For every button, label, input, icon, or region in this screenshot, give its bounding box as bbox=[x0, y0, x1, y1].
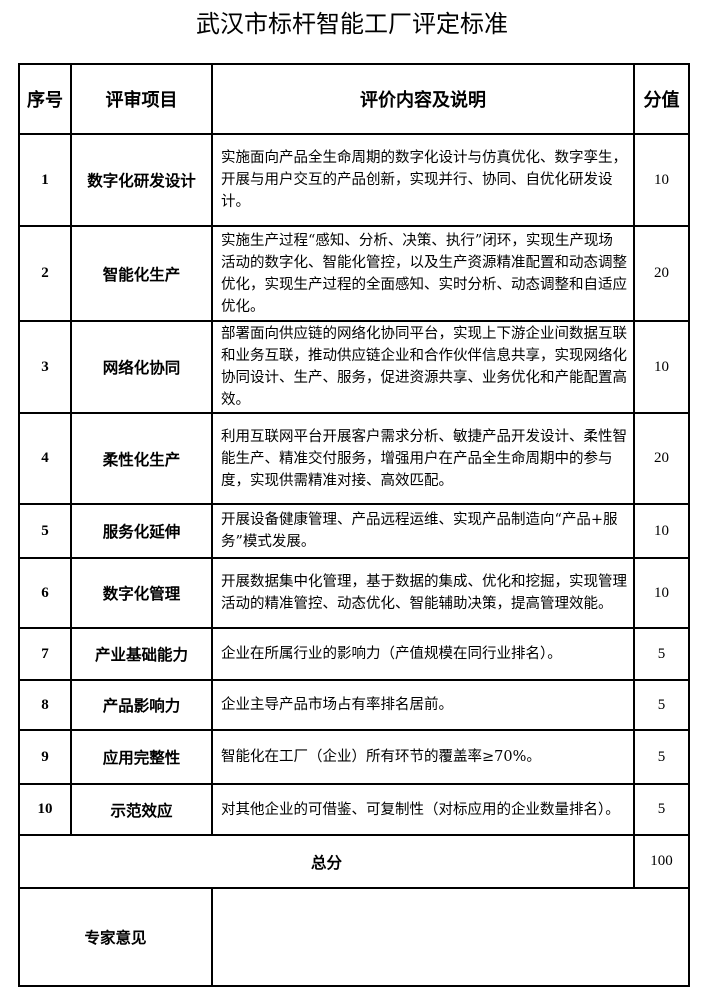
row-content: 利用互联网平台开展客户需求分析、敏捷产品开发设计、柔性智能生产、精准交付服务，增… bbox=[211, 412, 635, 505]
header-no: 序号 bbox=[18, 63, 72, 135]
row-content: 智能化在工厂（企业）所有环节的覆盖率≥70%。 bbox=[211, 729, 635, 785]
header-item: 评审项目 bbox=[70, 63, 213, 135]
table-row: 3 网络化协同 部署面向供应链的网络化协同平台，实现上下游企业间数据互联和业务互联，… bbox=[18, 320, 690, 414]
row-score: 5 bbox=[633, 679, 690, 731]
row-content: 开展数据集中化管理，基于数据的集成、优化和挖掘，实现管理活动的精准管控、动态优化… bbox=[211, 557, 635, 629]
evaluation-table: 序号 评审项目 评价内容及说明 分值 1 数字化研发设计 实施面向产品全生命周期的数… bbox=[18, 63, 690, 987]
header-content: 评价内容及说明 bbox=[211, 63, 635, 135]
expert-row: 专家意见 bbox=[18, 887, 690, 987]
table-row: 5 服务化延伸 开展设备健康管理、产品远程运维、实现产品制造向“产品+服务”模式发展… bbox=[18, 503, 690, 559]
table-row: 1 数字化研发设计 实施面向产品全生命周期的数字化设计与仿真优化、数字孪生，开展与用… bbox=[18, 133, 690, 227]
row-item: 示范效应 bbox=[70, 783, 213, 836]
row-item: 智能化生产 bbox=[70, 225, 213, 322]
row-content: 企业在所属行业的影响力（产值规模在同行业排名）。 bbox=[211, 627, 635, 681]
row-number: 3 bbox=[18, 320, 72, 414]
row-item: 数字化管理 bbox=[70, 557, 213, 629]
row-number: 2 bbox=[18, 225, 72, 322]
table-row: 4 柔性化生产 利用互联网平台开展客户需求分析、敏捷产品开发设计、柔性智能生产、精准… bbox=[18, 412, 690, 505]
row-number: 10 bbox=[18, 783, 72, 836]
row-number: 7 bbox=[18, 627, 72, 681]
header-score: 分值 bbox=[633, 63, 690, 135]
row-score: 20 bbox=[633, 412, 690, 505]
expert-label: 专家意见 bbox=[18, 887, 213, 987]
row-content: 实施生产过程“感知、分析、决策、执行”闭环，实现生产现场活动的数字化、智能化管控… bbox=[211, 225, 635, 322]
total-label: 总分 bbox=[18, 834, 635, 889]
row-number: 8 bbox=[18, 679, 72, 731]
row-score: 10 bbox=[633, 557, 690, 629]
row-number: 4 bbox=[18, 412, 72, 505]
row-content: 部署面向供应链的网络化协同平台，实现上下游企业间数据互联和业务互联，推动供应链企… bbox=[211, 320, 635, 414]
row-content: 实施面向产品全生命周期的数字化设计与仿真优化、数字孪生，开展与用户交互的产品创新… bbox=[211, 133, 635, 227]
row-score: 5 bbox=[633, 729, 690, 785]
row-item: 应用完整性 bbox=[70, 729, 213, 785]
row-number: 6 bbox=[18, 557, 72, 629]
header-row: 序号 评审项目 评价内容及说明 分值 bbox=[18, 63, 690, 135]
table-row: 10 示范效应 对其他企业的可借鉴、可复制性（对标应用的企业数量排名）。 5 bbox=[18, 783, 690, 836]
row-score: 10 bbox=[633, 133, 690, 227]
row-number: 1 bbox=[18, 133, 72, 227]
row-content: 开展设备健康管理、产品远程运维、实现产品制造向“产品+服务”模式发展。 bbox=[211, 503, 635, 559]
row-content: 企业主导产品市场占有率排名居前。 bbox=[211, 679, 635, 731]
table-row: 2 智能化生产 实施生产过程“感知、分析、决策、执行”闭环，实现生产现场活动的数字化… bbox=[18, 225, 690, 322]
row-item: 产品影响力 bbox=[70, 679, 213, 731]
page-title: 武汉市标杆智能工厂评定标准 bbox=[196, 12, 508, 38]
row-score: 20 bbox=[633, 225, 690, 322]
expert-opinion-field[interactable] bbox=[211, 887, 690, 987]
row-item: 柔性化生产 bbox=[70, 412, 213, 505]
total-value: 100 bbox=[633, 834, 690, 889]
table-row: 9 应用完整性 智能化在工厂（企业）所有环节的覆盖率≥70%。 5 bbox=[18, 729, 690, 785]
row-score: 10 bbox=[633, 320, 690, 414]
row-item: 网络化协同 bbox=[70, 320, 213, 414]
table-row: 8 产品影响力 企业主导产品市场占有率排名居前。 5 bbox=[18, 679, 690, 731]
row-score: 5 bbox=[633, 627, 690, 681]
row-number: 5 bbox=[18, 503, 72, 559]
table-row: 6 数字化管理 开展数据集中化管理，基于数据的集成、优化和挖掘，实现管理活动的精准管… bbox=[18, 557, 690, 629]
row-content: 对其他企业的可借鉴、可复制性（对标应用的企业数量排名）。 bbox=[211, 783, 635, 836]
row-item: 服务化延伸 bbox=[70, 503, 213, 559]
table-row: 7 产业基础能力 企业在所属行业的影响力（产值规模在同行业排名）。 5 bbox=[18, 627, 690, 681]
row-score: 5 bbox=[633, 783, 690, 836]
total-row: 总分 100 bbox=[18, 834, 690, 889]
row-item: 数字化研发设计 bbox=[70, 133, 213, 227]
row-number: 9 bbox=[18, 729, 72, 785]
row-item: 产业基础能力 bbox=[70, 627, 213, 681]
row-score: 10 bbox=[633, 503, 690, 559]
